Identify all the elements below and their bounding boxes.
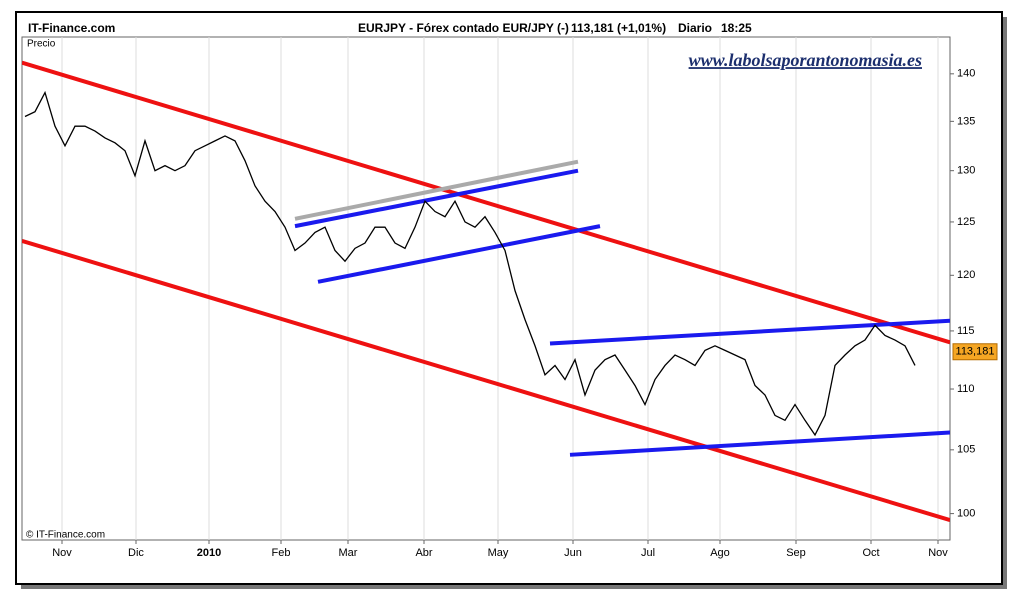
site-name: IT-Finance.com — [28, 21, 115, 35]
watermark: www.labolsaporantonomasia.es — [689, 50, 922, 70]
trendline — [22, 60, 950, 345]
y-axis-label: Precio — [27, 39, 56, 50]
chart-title: EURJPY - Fórex contado EUR/JPY (-) — [358, 21, 569, 35]
y-tick-label: 130 — [957, 165, 975, 177]
y-tick-label: 110 — [957, 383, 975, 395]
y-tick-label: 140 — [957, 68, 975, 80]
quote: 113,181 (+1,01%) — [571, 21, 666, 35]
plot-area — [21, 36, 951, 541]
x-tick-label: May — [488, 547, 509, 559]
y-tick-label: 135 — [957, 115, 975, 127]
y-tick-label: 105 — [957, 444, 975, 456]
x-tick-label: Jul — [641, 547, 655, 559]
trendline — [549, 318, 950, 346]
y-tick-label: 125 — [957, 216, 975, 228]
y-tick-label: 115 — [957, 325, 975, 337]
y-tick-label: 120 — [957, 269, 975, 281]
y-tick-label: 100 — [957, 508, 975, 520]
x-tick-label: Sep — [786, 547, 806, 559]
x-tick-label: Ago — [710, 547, 730, 559]
time: 18:25 — [721, 21, 752, 35]
x-tick-label: Abr — [415, 547, 432, 559]
x-tick-label: Oct — [862, 547, 879, 559]
x-tick-label: Jun — [564, 547, 582, 559]
x-tick-label: 2010 — [197, 547, 221, 559]
trendline — [294, 168, 579, 229]
trendline — [569, 430, 950, 457]
x-tick-label: Feb — [272, 547, 291, 559]
price-line — [24, 90, 916, 437]
x-tick-label: Mar — [339, 547, 358, 559]
x-tick-label: Nov — [52, 547, 72, 559]
period: Diario — [678, 21, 712, 35]
x-tick-label: Nov — [928, 547, 948, 559]
copyright: © IT-Finance.com — [26, 530, 105, 541]
trendline — [294, 159, 579, 221]
last-price-box — [952, 343, 998, 361]
last-price-label: 113,181 — [956, 346, 995, 358]
trendline — [317, 224, 601, 284]
plot-layer — [22, 60, 950, 523]
trendline — [22, 238, 950, 523]
x-tick-label: Dic — [128, 547, 144, 559]
